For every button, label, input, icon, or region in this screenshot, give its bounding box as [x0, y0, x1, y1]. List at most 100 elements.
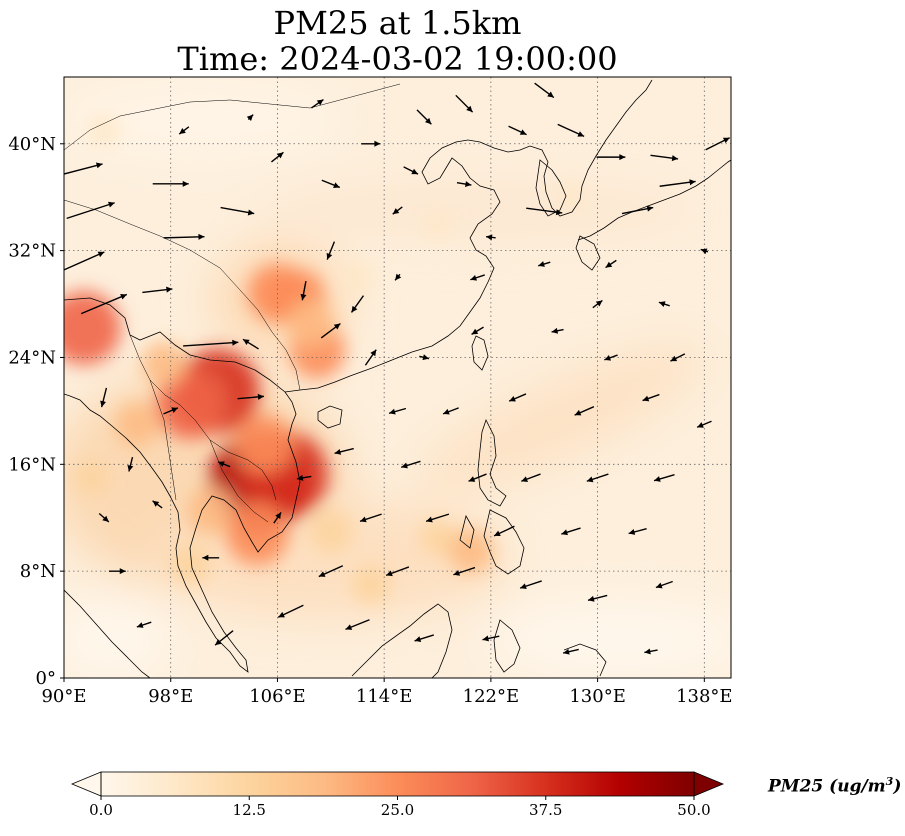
- wind-arrow: [220, 206, 255, 216]
- wind-arrow: [521, 473, 541, 482]
- lat-tick-label: 32°N: [8, 241, 56, 262]
- wind-arrow: [456, 181, 472, 188]
- pm25-hotspot: [234, 414, 294, 474]
- wind-arrow: [574, 406, 595, 416]
- lon-tick-label: 130°E: [569, 686, 626, 707]
- pm25-hotspot: [88, 115, 120, 146]
- wind-arrow: [561, 527, 581, 536]
- wind-arrow: [388, 407, 407, 415]
- lon-tick-label: 114°E: [356, 686, 413, 707]
- wind-arrow: [66, 201, 115, 220]
- wind-arrow: [361, 140, 381, 147]
- wind-arrow: [519, 580, 542, 590]
- wind-arrow: [471, 326, 484, 335]
- wind-arrow: [178, 126, 190, 135]
- coastline-new-guinea: [563, 643, 607, 677]
- wind-arrow: [453, 566, 476, 576]
- coastline-layer: [64, 79, 731, 678]
- wind-arrow: [108, 568, 126, 575]
- colorbar-max-extend: [693, 771, 725, 797]
- wind-arrow: [152, 180, 189, 187]
- wind-arrow: [526, 207, 563, 216]
- lat-tick-label: 0°: [36, 668, 56, 689]
- wind-arrow: [350, 295, 365, 313]
- wind-arrow: [621, 205, 654, 215]
- pm25-hotspot-layer: [64, 115, 585, 604]
- wind-arrow: [403, 166, 419, 175]
- border-china-south: [64, 83, 401, 391]
- coastline-sulawesi: [493, 619, 521, 673]
- wind-arrow: [321, 179, 341, 189]
- coastline-borneo: [351, 603, 453, 678]
- wind-arrow: [385, 566, 410, 577]
- wind-arrow: [425, 513, 450, 523]
- wind-arrow: [242, 338, 259, 350]
- border-indochina: [129, 334, 277, 523]
- coastline-kyushu: [575, 235, 601, 271]
- lon-tick-label: 106°E: [249, 686, 306, 707]
- wind-arrow: [217, 461, 231, 468]
- wind-arrow: [482, 635, 500, 642]
- axis-ticks: 90°E 98°E 106°E 114°E 122°E 130°E 138°E 0° 8°N 16…: [8, 134, 732, 707]
- wind-arrow: [401, 460, 421, 469]
- map-frame: [63, 76, 732, 679]
- colorbar-label: PM25 (ug/m3): [768, 775, 902, 797]
- wind-arrow: [592, 299, 603, 309]
- colorbar-tick-label: 37.5: [529, 801, 562, 819]
- lat-tick-label: 16°N: [8, 454, 56, 475]
- wind-arrow: [700, 248, 709, 255]
- wind-arrow: [202, 554, 220, 561]
- colorbar: 0.0 12.5 25.0 37.5 50.0: [70, 771, 725, 819]
- pm25-hotspot: [286, 299, 335, 349]
- wind-arrow: [442, 407, 459, 415]
- pm25-hotspot: [141, 341, 187, 387]
- lat-tick-label: 40°N: [8, 134, 56, 155]
- wind-arrow: [136, 621, 152, 628]
- colorbar-tick-label: 25.0: [381, 801, 414, 819]
- coastline-mainland-asia: [64, 297, 301, 673]
- pm25-hotspot: [155, 369, 226, 440]
- wind-arrow: [551, 327, 564, 334]
- wind-arrow: [277, 604, 304, 618]
- colorbar-min-extend: [70, 771, 102, 797]
- wind-arrow: [670, 353, 686, 362]
- wind-arrow: [419, 354, 430, 361]
- wind-arrow: [562, 648, 579, 655]
- pm25-hotspot: [423, 209, 452, 239]
- pm25-hotspot: [73, 460, 108, 495]
- wind-arrow: [705, 137, 730, 151]
- coastline-taiwan: [471, 335, 489, 371]
- coastline-korea: [535, 159, 567, 217]
- colorbar-body: [101, 772, 694, 796]
- wind-arrow: [557, 123, 585, 138]
- pm25-hotspot: [170, 543, 212, 586]
- wind-arrow: [320, 322, 341, 339]
- wind-arrow: [271, 151, 284, 163]
- lon-tick-label: 122°E: [463, 686, 520, 707]
- wind-arrow: [311, 98, 324, 109]
- pm25-hotspot: [114, 401, 160, 447]
- wind-arrow: [605, 259, 617, 269]
- wind-arrow: [470, 274, 485, 281]
- wind-arrow: [416, 109, 432, 125]
- lat-tick-label: 8°N: [20, 561, 56, 582]
- wind-vector-layer: [64, 82, 730, 655]
- pm25-hotspot: [419, 519, 456, 556]
- colorbar-tick-label: 12.5: [233, 801, 266, 819]
- wind-arrow: [394, 273, 402, 281]
- wind-arrow: [650, 154, 679, 162]
- wind-arrow: [237, 393, 265, 400]
- wind-arrow: [318, 565, 344, 578]
- lon-tick-label: 138°E: [676, 686, 733, 707]
- wind-arrow: [596, 154, 626, 161]
- wind-arrow: [538, 261, 551, 267]
- wind-arrow: [644, 648, 658, 655]
- wind-arrow: [414, 634, 434, 643]
- wind-arrow: [142, 286, 173, 294]
- wind-arrow: [655, 580, 673, 589]
- wind-arrow: [653, 473, 675, 482]
- pm25-hotspot: [352, 565, 390, 604]
- wind-arrow: [659, 179, 696, 187]
- wind-arrow: [628, 528, 647, 535]
